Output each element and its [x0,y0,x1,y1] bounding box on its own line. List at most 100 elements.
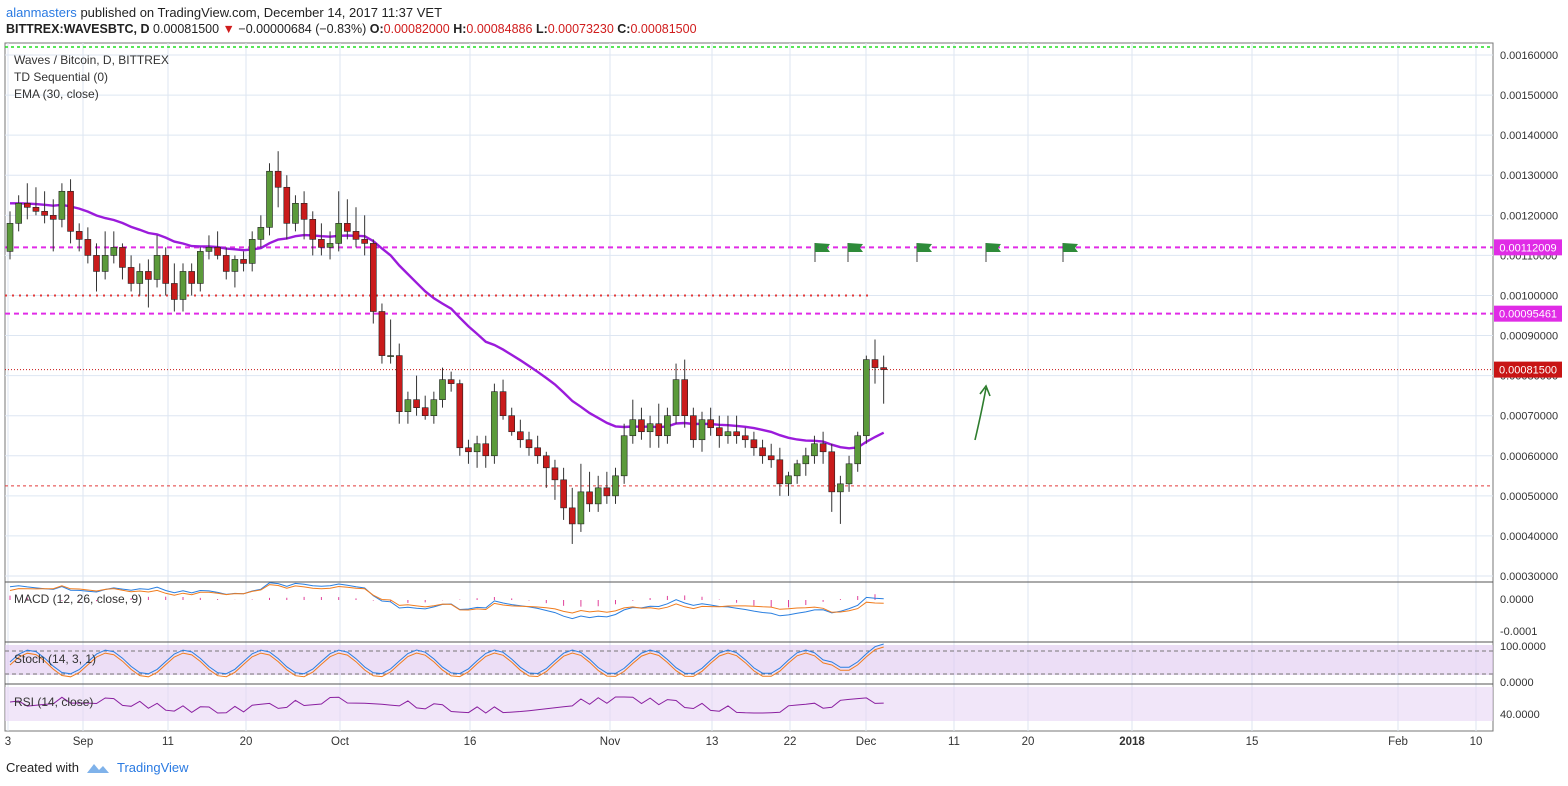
flag-icon [815,243,830,252]
legend-td: TD Sequential (0) [14,70,108,84]
candle-body [802,455,810,465]
candle-body [845,463,853,485]
candle-body [222,255,230,272]
x-tick-label: 13 [706,736,719,748]
stoch-k-line [9,643,884,675]
candle-body [162,255,169,284]
candle-body [863,359,870,437]
candle-body [724,431,732,437]
candle-body [828,451,836,493]
x-tick-label: 20 [1022,736,1035,748]
candle-body [715,427,723,437]
candle-body [75,231,83,240]
stoch-label: Stoch (14, 3, 1) [14,652,96,666]
candle-body [837,483,844,493]
candle-body [300,203,308,220]
candle-body [707,419,714,429]
close-value: 0.00081500 [630,22,697,36]
flag-icon [1063,243,1078,252]
x-tick-label: 10 [1470,736,1483,748]
candle-body [292,203,299,224]
candle-body [750,439,758,449]
candle-body [335,223,343,244]
candle-body [274,170,282,188]
stoch-tick-0: 100.0000 [1500,641,1546,653]
candle-body [257,227,265,240]
candle-body [681,379,689,416]
candle-body [248,239,256,264]
tradingview-link[interactable]: TradingView [116,760,189,775]
high-value: 0.00084886 [466,22,533,36]
candle-body [179,271,187,300]
price-tag-label: 0.00112009 [1499,242,1556,254]
candle-body [352,231,360,240]
open-label: O: [369,22,384,36]
ohlc-bar: BITTREX:WAVESBTC, D 0.00081500 ▼ −0.0000… [6,22,697,36]
candle-body [318,239,325,248]
open-value: 0.00082000 [383,22,450,36]
candle-body [32,207,40,212]
candle-body [439,379,446,400]
candle-body [197,251,204,284]
candle-body [84,239,92,256]
x-tick-label: 20 [240,736,253,748]
candle-body [214,247,221,256]
candle-body [871,359,879,368]
x-tick-label: 15 [1246,736,1259,748]
ema-line [10,202,885,450]
candle-body [153,255,161,280]
candle-body [534,447,541,457]
candle-body [41,211,48,216]
candle-body [283,186,291,224]
candle-body [785,475,792,485]
macd-signal-line [9,584,884,614]
candle-body [612,475,619,497]
price-tag-label: 0.00081500 [1499,365,1557,377]
y-tick-label: 0.00160000 [1500,50,1558,62]
publish-info: alanmasters published on TradingView.com… [6,5,442,20]
candle-body [854,435,862,465]
y-tick-label: 0.00070000 [1500,411,1558,423]
close-label: C: [617,22,631,36]
candle-body [378,311,386,356]
price-tag [1494,239,1562,256]
candle-body [171,283,178,300]
footer: Created with TradingView [6,760,189,775]
y-tick-label: 0.00060000 [1500,451,1558,463]
candle-body [456,383,464,449]
flag-icon [917,243,932,252]
flag-icon [986,243,1001,252]
candle-body [15,203,22,224]
candle-body [741,435,749,441]
author-link[interactable]: alanmasters [6,5,77,20]
candle-body [67,190,74,232]
y-tick-label: 0.00130000 [1500,170,1558,182]
candle-body [369,243,377,312]
candle-body [629,419,637,437]
stoch-d-line [9,646,884,678]
rsi-label: RSI (14, close) [14,695,93,709]
last-price: 0.00081500 [153,22,220,36]
stoch-tick-1: 0.0000 [1500,677,1534,689]
created-with: Created with [6,760,79,775]
candle-body [508,415,516,433]
candle-body [49,215,57,220]
candle-body [6,223,14,252]
candle-body [646,423,654,433]
candle-body [759,447,766,457]
candle-body [603,487,611,497]
candle-body [344,223,351,232]
candle-body [421,407,429,416]
candle-body [672,379,680,416]
candle-body [620,435,628,477]
candle-body [58,190,66,220]
y-tick-label: 0.00040000 [1500,531,1558,543]
candle-body [698,419,706,441]
candle-body [664,415,671,437]
candle-body [127,267,135,284]
candle-body [542,455,550,469]
candle-body [430,399,438,416]
high-label: H: [453,22,467,36]
candle-body [395,355,403,412]
